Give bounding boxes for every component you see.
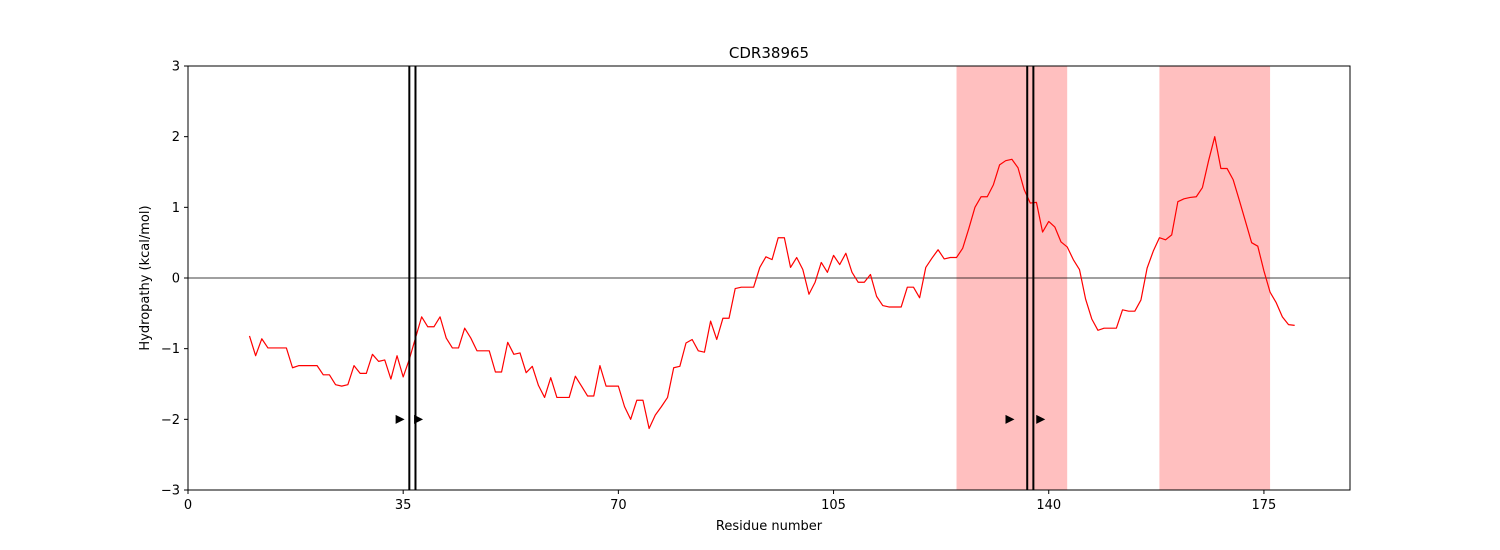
y-tick-label-4: 1 [172,201,180,216]
marker-triangle-3 [1005,414,1015,424]
y-tick-label-2: −1 [161,342,180,357]
axis-ticks: 0 35 70 105 140 175 −3 −2 −1 0 1 2 3 [161,60,1277,514]
y-axis-label: Hydropathy (kcal/mol) [138,205,153,350]
y-tick-label-1: −2 [161,413,180,428]
x-tick-label-3: 105 [821,498,846,513]
marker-triangle-4 [1036,414,1046,424]
series-line-hydropathy [248,136,1295,430]
x-tick-label-4: 140 [1036,498,1061,513]
y-tick-label-5: 2 [172,130,180,145]
x-tick-label-5: 175 [1252,498,1277,513]
markers [395,414,1046,424]
y-tick-label-0: −3 [161,484,180,499]
marker-triangle-1 [395,414,405,424]
y-tick-label-6: 3 [172,60,180,75]
x-axis-label: Residue number [716,519,823,534]
x-tick-label-0: 0 [184,498,192,513]
x-tick-label-2: 70 [610,498,627,513]
chart-title: CDR38965 [729,44,809,62]
series-layer [248,136,1295,430]
y-tick-label-3: 0 [172,272,180,287]
marker-triangle-2 [414,414,424,424]
x-tick-label-1: 35 [395,498,412,513]
